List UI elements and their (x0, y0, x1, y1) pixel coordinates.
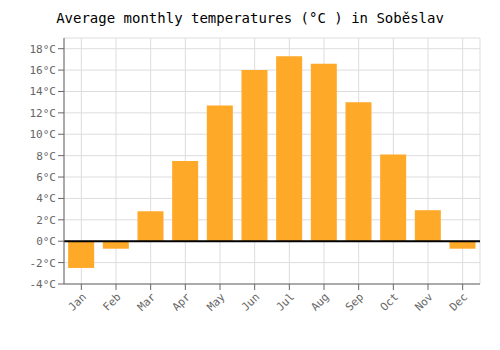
html-text:Average monthly temperatures (: Average monthly temperatures (°C ) in So… (56, 10, 444, 26)
svg-text:0°C: 0°C (36, 235, 56, 248)
svg-text:-4°C: -4°C (30, 278, 57, 291)
svg-text:Feb: Feb (100, 290, 123, 313)
svg-text:Jun: Jun (239, 290, 262, 313)
svg-text:14°C: 14°C (30, 85, 57, 98)
svg-text:6°C: 6°C (36, 171, 56, 184)
svg-text:May: May (204, 290, 228, 314)
svg-text:Sep: Sep (343, 290, 366, 313)
svg-text:Oct: Oct (378, 290, 401, 313)
svg-text:Jul: Jul (274, 290, 297, 313)
svg-text:Apr: Apr (170, 290, 194, 314)
svg-text:16°C: 16°C (30, 64, 57, 77)
svg-text:10°C: 10°C (30, 128, 57, 141)
svg-text:18°C: 18°C (30, 43, 57, 56)
svg-text:Nov: Nov (412, 290, 436, 314)
svg-text:4°C: 4°C (36, 192, 56, 205)
svg-text:2°C: 2°C (36, 214, 56, 227)
svg-text:Aug: Aug (308, 290, 331, 313)
svg-text:8°C: 8°C (36, 150, 56, 163)
svg-text:Jan: Jan (66, 290, 89, 313)
svg-text:12°C: 12°C (30, 107, 57, 120)
svg-text:-2°C: -2°C (30, 257, 57, 270)
svg-text:Mar: Mar (135, 290, 159, 314)
svg-text:Dec: Dec (447, 290, 470, 313)
